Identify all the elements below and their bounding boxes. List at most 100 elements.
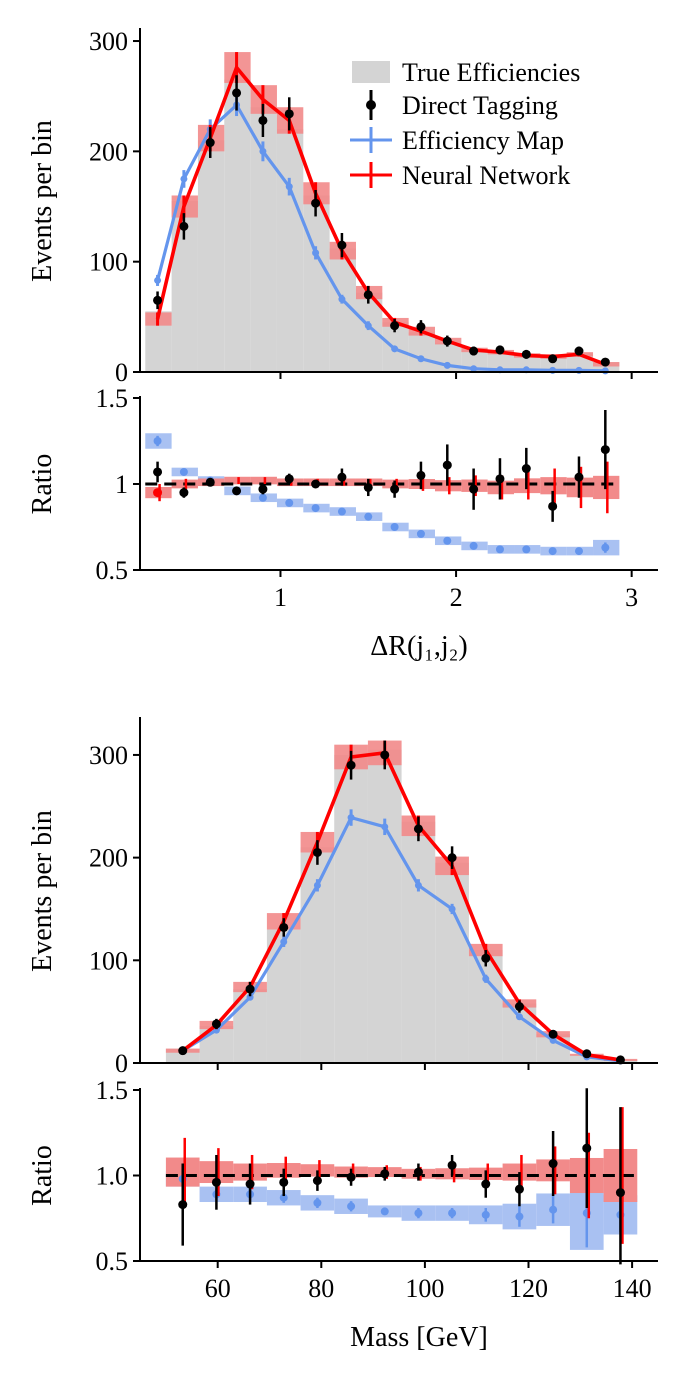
- x-axis-label: Mass [GeV]: [350, 1322, 488, 1353]
- direct-point: [574, 346, 584, 356]
- effmap-ratio-point: [313, 1198, 322, 1207]
- x-tick-label: 3: [625, 583, 638, 612]
- effmap-point: [338, 295, 346, 303]
- direct-ratio-point: [312, 1176, 322, 1186]
- direct-point: [380, 750, 390, 760]
- effmap-ratio-point: [364, 512, 373, 521]
- ratio-y-tick-label: 0.5: [96, 1247, 129, 1276]
- effmap-ratio-point: [347, 1202, 356, 1211]
- direct-point: [413, 824, 423, 834]
- legend-label-nn: Neural Network: [402, 161, 570, 190]
- nn-ratio-point: [153, 488, 163, 498]
- true-bar: [593, 362, 620, 372]
- effmap-ratio-point: [443, 536, 452, 545]
- x-tick-label: 80: [308, 1274, 334, 1303]
- direct-point: [469, 346, 479, 356]
- direct-point: [390, 321, 400, 331]
- direct-ratio-point: [447, 1160, 457, 1170]
- direct-ratio-point: [574, 472, 584, 482]
- direct-point: [178, 1046, 188, 1056]
- x-tick-label: 120: [509, 1274, 548, 1303]
- true-bar: [197, 140, 225, 372]
- effmap-ratio-point: [416, 529, 425, 538]
- direct-point: [416, 322, 426, 332]
- ratio-y-tick-label: 0.5: [96, 556, 129, 585]
- direct-ratio-point: [279, 1177, 289, 1187]
- effmap-line: [156, 102, 606, 373]
- y-tick-label: 100: [89, 248, 128, 277]
- effmap-line: [181, 815, 621, 1063]
- effmap-point: [414, 881, 422, 889]
- direct-ratio-point: [245, 1179, 255, 1189]
- direct-ratio-point: [521, 464, 531, 474]
- y-tick-label: 300: [89, 27, 128, 56]
- true-bar: [276, 129, 304, 372]
- direct-ratio-point: [615, 1188, 625, 1198]
- direct-point: [481, 953, 491, 963]
- legend-label-direct: Direct Tagging: [402, 91, 558, 120]
- effmap-ratio-point: [522, 545, 531, 554]
- effmap-point: [285, 183, 293, 191]
- effmap-point: [482, 975, 490, 983]
- ratio-y-tick-label: 1.5: [96, 384, 129, 413]
- direct-point: [311, 198, 321, 208]
- effmap-ratio-point: [153, 437, 162, 445]
- direct-point: [153, 295, 163, 305]
- direct-point: [514, 1002, 524, 1012]
- y-tick-label: 100: [89, 946, 128, 975]
- direct-ratio-point: [390, 484, 400, 494]
- direct-point: [205, 138, 215, 148]
- x-axis-label: ΔR(j₁,j₂): [370, 631, 467, 662]
- true-bar: [334, 754, 368, 1063]
- true-bar: [408, 332, 435, 372]
- effmap-ratio-point: [337, 507, 346, 516]
- legend-label-effmap: Efficiency Map: [402, 126, 564, 155]
- effmap-point: [549, 1036, 557, 1044]
- effmap-point: [180, 175, 188, 183]
- direct-ratio-point: [153, 467, 163, 477]
- effmap-point: [364, 322, 372, 330]
- direct-ratio-point: [548, 1159, 558, 1169]
- direct-ratio-point: [205, 477, 215, 487]
- direct-point: [442, 336, 452, 346]
- effmap-ratio-point: [390, 523, 399, 531]
- true-bar: [487, 352, 515, 372]
- direct-point: [179, 221, 189, 231]
- direct-ratio-point: [495, 474, 505, 484]
- effmap-ratio-point: [469, 541, 478, 550]
- x-tick-label: 140: [613, 1274, 652, 1303]
- effmap-ratio-point: [549, 1205, 558, 1214]
- true-bar: [266, 929, 301, 1063]
- direct-ratio-point: [311, 479, 321, 489]
- ratio-y-axis-label: Ratio: [27, 1145, 58, 1206]
- direct-point: [495, 345, 505, 355]
- effmap-ratio-point: [548, 547, 557, 556]
- direct-ratio-point: [337, 472, 347, 482]
- direct-ratio-point: [380, 1169, 390, 1179]
- y-axis-label: Events per bin: [27, 810, 58, 972]
- ratio-y-axis-label: Ratio: [27, 454, 58, 515]
- nn-line: [155, 63, 606, 366]
- effmap-point: [601, 367, 609, 375]
- ratio-y-tick-label: 1.0: [96, 1162, 129, 1191]
- effmap-ratio-point: [574, 547, 583, 556]
- direct-point: [363, 290, 373, 300]
- effmap-ratio-point: [448, 1209, 457, 1218]
- direct-ratio-point: [284, 474, 294, 484]
- y-tick-label: 200: [89, 844, 128, 873]
- direct-point: [600, 357, 610, 367]
- direct-point: [284, 109, 294, 119]
- direct-ratio-point: [363, 482, 373, 492]
- effmap-point: [381, 823, 389, 831]
- ratio-y-tick-label: 1.5: [96, 1076, 129, 1105]
- direct-ratio-point: [469, 484, 479, 494]
- effmap-ratio-point: [179, 467, 188, 476]
- direct-ratio-point: [346, 1172, 356, 1182]
- legend-swatch-direct-dot: [366, 100, 376, 110]
- effmap-point: [280, 938, 288, 946]
- effmap-ratio-point: [380, 1207, 389, 1216]
- effmap-point: [391, 345, 399, 353]
- effmap-ratio-point: [414, 1209, 423, 1218]
- effmap-ratio-point: [515, 1212, 524, 1221]
